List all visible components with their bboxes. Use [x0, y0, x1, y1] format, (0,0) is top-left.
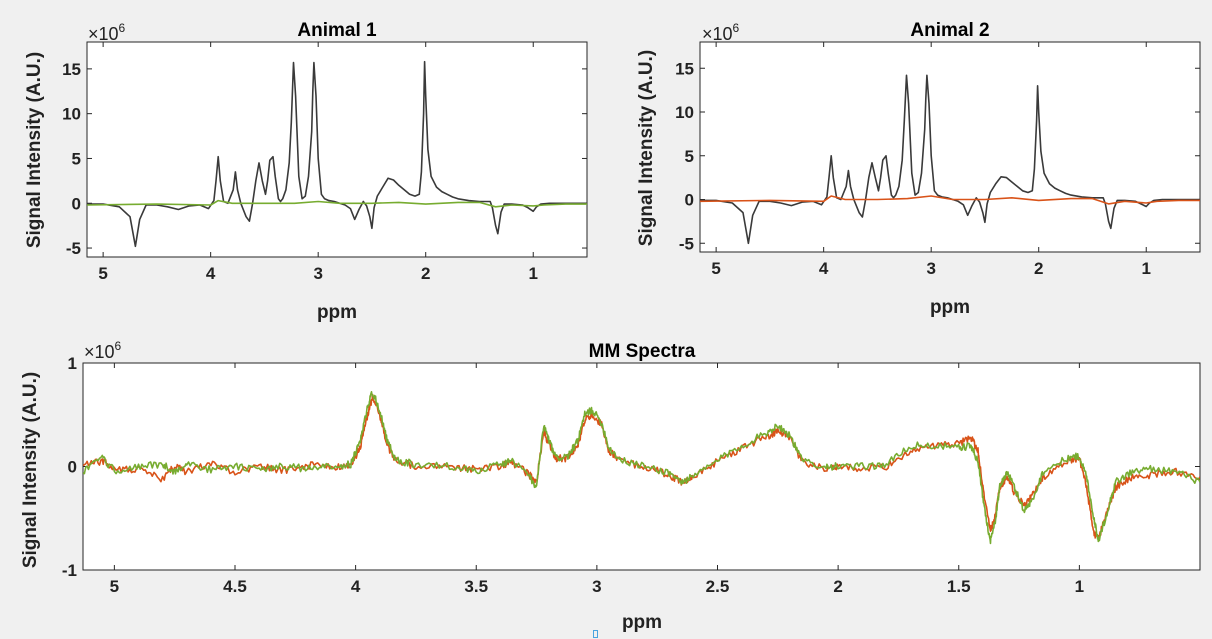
- x-tick-label: 2: [833, 577, 842, 596]
- x-tick-label: 1: [1142, 259, 1151, 278]
- y-tick-label: 5: [685, 147, 694, 166]
- y-axis-label: Signal Intensity (A.U.): [24, 52, 45, 248]
- axes-box: [86, 41, 588, 258]
- x-tick-label: 1: [529, 264, 538, 283]
- y-tick-label: 15: [62, 60, 81, 79]
- x-tick-label: 5: [711, 259, 720, 278]
- exponent-label: ×106: [84, 339, 122, 362]
- series-line-2: [87, 199, 587, 208]
- cursor-marker: [593, 630, 598, 638]
- tick-marks: [87, 42, 587, 257]
- x-axis-label: ppm: [930, 297, 970, 318]
- x-tick-label: 1: [1075, 577, 1084, 596]
- series-line-2: [83, 391, 1200, 545]
- x-tick-label: 3.5: [464, 577, 488, 596]
- x-tick-label: 5: [98, 264, 107, 283]
- x-tick-label: 5: [110, 577, 119, 596]
- x-tick-label: 2: [421, 264, 430, 283]
- y-tick-label: 10: [675, 103, 694, 122]
- tick-marks: [700, 42, 1200, 252]
- traces: [83, 391, 1200, 545]
- series-line-1: [83, 393, 1200, 539]
- y-tick-labels: -5 0 5 10 15: [62, 60, 81, 258]
- y-tick-label: 1: [68, 354, 77, 373]
- y-tick-label: 15: [675, 59, 694, 78]
- panel-animal-1: 5 4 3 2 1 -5 0 5 10 15 Animal 1 ppm Signal Inten…: [24, 20, 588, 323]
- x-tick-labels: 5 4 3 2 1: [711, 259, 1151, 278]
- y-tick-label: -5: [679, 234, 694, 253]
- x-tick-label: 4: [351, 577, 361, 596]
- exponent-label: ×106: [702, 21, 740, 44]
- x-tick-label: 3: [926, 259, 935, 278]
- chart-title: MM Spectra: [589, 341, 696, 362]
- chart-title: Animal 2: [910, 20, 989, 41]
- series-line-1: [700, 74, 1200, 245]
- x-tick-labels: 5 4.5 4 3.5 3 2.5 2 1.5 1: [110, 577, 1084, 596]
- axes-box: [699, 41, 1201, 253]
- x-axis-label: ppm: [622, 612, 662, 633]
- series-line-2: [700, 195, 1200, 205]
- panel-mm-spectra: 5 4.5 4 3.5 3 2.5 2 1.5 1 -1 0 1 MM Spectra ppm Si…: [20, 339, 1201, 633]
- x-tick-label: 4.5: [223, 577, 247, 596]
- y-tick-label: 0: [68, 458, 77, 477]
- series-line-1: [87, 60, 587, 248]
- x-tick-label: 3: [313, 264, 322, 283]
- x-tick-labels: 5 4 3 2 1: [98, 264, 538, 283]
- x-axis-label: ppm: [317, 302, 357, 323]
- exponent-label: ×106: [88, 21, 126, 44]
- x-tick-label: 4: [206, 264, 216, 283]
- chart-title: Animal 1: [297, 20, 377, 41]
- y-tick-label: -5: [66, 239, 81, 258]
- y-tick-labels: -1 0 1: [62, 354, 77, 580]
- y-tick-label: 5: [72, 149, 81, 168]
- y-tick-label: 10: [62, 105, 81, 124]
- y-axis-label: Signal Intensity (A.U.): [20, 372, 41, 568]
- x-tick-label: 3: [592, 577, 601, 596]
- x-tick-label: 2: [1034, 259, 1043, 278]
- y-tick-label: 0: [685, 191, 694, 210]
- panel-animal-2: 5 4 3 2 1 -5 0 5 10 15 Animal 2 ppm Signal Inten…: [636, 20, 1201, 318]
- y-tick-label: 0: [72, 194, 81, 213]
- x-tick-label: 4: [819, 259, 829, 278]
- traces: [87, 60, 587, 248]
- y-axis-label: Signal Intensity (A.U.): [636, 50, 657, 246]
- x-tick-label: 1.5: [947, 577, 971, 596]
- traces: [700, 74, 1200, 245]
- x-tick-label: 2.5: [706, 577, 730, 596]
- y-tick-labels: -5 0 5 10 15: [675, 59, 694, 253]
- y-tick-label: -1: [62, 561, 77, 580]
